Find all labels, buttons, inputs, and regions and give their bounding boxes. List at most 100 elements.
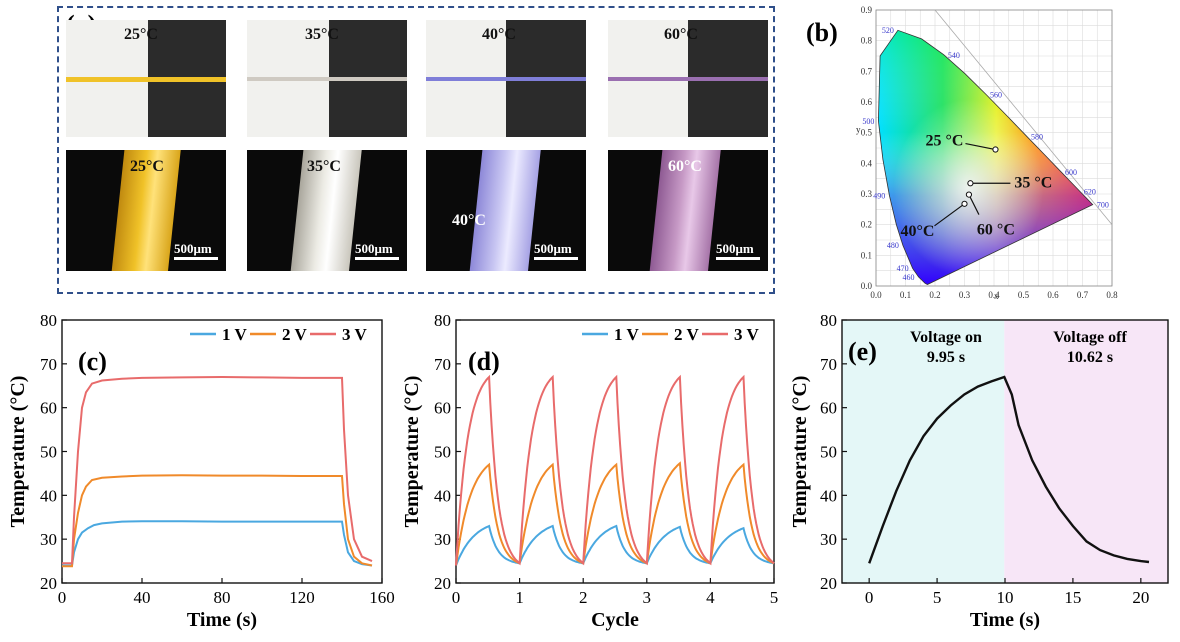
y-tick-label: 20 <box>434 574 451 593</box>
x-tick-label: 10 <box>997 588 1014 607</box>
voltage-on-label: Voltage on <box>910 329 982 346</box>
temp-label: 60°C <box>664 26 698 43</box>
x-axis-label: Time (s) <box>187 609 257 631</box>
x-tick-label: 5 <box>933 588 942 607</box>
x-tick-label: 4 <box>706 588 715 607</box>
x-tick-label: 120 <box>289 588 315 607</box>
y-tick-label: 70 <box>40 355 57 374</box>
y-tick-label: 0.7 <box>861 66 873 76</box>
x-tick-label: 0.3 <box>959 290 971 300</box>
scale-bar <box>174 257 218 260</box>
wavelength-label: 580 <box>1031 133 1043 142</box>
x-tick-label: 40 <box>134 588 151 607</box>
photo-bottom-25: 25°C 500μm <box>66 150 226 271</box>
photo-top-25: 25°C <box>66 20 226 137</box>
voltage-on-value: 9.95 s <box>927 349 965 366</box>
point-arrow <box>934 203 965 227</box>
legend-label: 2 V <box>282 325 307 344</box>
y-tick-label: 20 <box>40 574 57 593</box>
data-point <box>992 146 999 153</box>
y-tick-label: 80 <box>434 311 451 330</box>
wavelength-label: 470 <box>897 264 909 273</box>
x-tick-label: 20 <box>1132 588 1149 607</box>
voltage-off-label: Voltage off <box>1053 329 1127 346</box>
y-tick-label: 60 <box>820 399 837 418</box>
x-tick-label: 1 <box>515 588 524 607</box>
y-tick-label: 20 <box>820 574 837 593</box>
y-tick-label: 50 <box>434 443 451 462</box>
scale-bar <box>534 257 578 260</box>
series-line-2V <box>455 461 775 566</box>
y-axis-label: Temperature (°C) <box>7 376 29 528</box>
x-tick-label: 80 <box>214 588 231 607</box>
panel-label-b: (b) <box>806 18 838 47</box>
point-arrow <box>968 194 980 215</box>
series-line-1V <box>455 524 775 566</box>
point-label: 25 °C <box>925 133 963 150</box>
scale-bar <box>716 257 760 260</box>
wavelength-label: 460 <box>902 273 914 282</box>
temp-label: 40°C <box>482 26 516 43</box>
x-axis-label: Time (s) <box>970 609 1040 631</box>
scale-label: 500μm <box>355 241 393 256</box>
x-tick-label: 5 <box>770 588 779 607</box>
plot-frame <box>875 9 1113 287</box>
temp-label: 25°C <box>130 158 164 175</box>
photo-top-35: 35°C <box>247 20 407 137</box>
scale-label: 500μm <box>716 241 754 256</box>
x-tick-label: 160 <box>369 588 395 607</box>
legend-label: 1 V <box>614 325 639 344</box>
wavelength-label: 600 <box>1065 168 1077 177</box>
y-tick-label: 60 <box>40 399 57 418</box>
chart-e: 20 30 40 50 60 70 80 0 5 10 15 20 Time (s) Temperatur… <box>789 311 1169 631</box>
fiber-strand <box>608 77 768 81</box>
x-tick-label: 0 <box>58 588 67 607</box>
x-tick-label: 0.1 <box>900 290 911 300</box>
y-tick-label: 30 <box>40 530 57 549</box>
y-tick-label: 50 <box>40 443 57 462</box>
fiber-strand <box>66 77 226 82</box>
y-axis-label: y <box>856 125 861 135</box>
x-axis-label: Cycle <box>591 609 639 631</box>
chart-d: 20 30 40 50 60 70 80 0 1 2 3 4 5 Cycle Temperature (°C… <box>401 311 779 631</box>
y-axis-label: Temperature (°C) <box>789 376 811 528</box>
x-tick-label: 0 <box>452 588 461 607</box>
photo-top-60: 60°C <box>608 20 768 137</box>
y-axis-label: Temperature (°C) <box>401 376 423 528</box>
scale-bar <box>355 257 399 260</box>
scale-label: 500μm <box>174 241 212 256</box>
gamut-white <box>878 30 1093 285</box>
panel-a-frame <box>57 6 775 294</box>
point-label: 60 °C <box>977 222 1015 239</box>
temp-label: 35°C <box>307 158 341 175</box>
y-tick-label: 40 <box>434 486 451 505</box>
wavelength-label: 560 <box>990 91 1002 100</box>
series-line-2V <box>62 474 373 568</box>
y-tick-label: 30 <box>434 530 451 549</box>
panel-label-e: (e) <box>848 337 877 366</box>
y-tick-label: 0.5 <box>861 128 873 138</box>
y-tick-label: 0.3 <box>861 189 873 199</box>
wavelength-label: 500 <box>862 117 874 126</box>
x-tick-label: 0.5 <box>1018 290 1030 300</box>
x-axis-label: x <box>994 291 999 301</box>
photo-bottom-60: 60°C 500μm <box>608 150 768 271</box>
temp-label: 60°C <box>668 158 702 175</box>
scale-label: 500μm <box>534 241 572 256</box>
x-tick-label: 0.2 <box>929 290 940 300</box>
x-tick-label: 0.0 <box>870 290 882 300</box>
plot-frame <box>61 319 383 584</box>
x-tick-label: 0.8 <box>1106 290 1118 300</box>
photo-top-40: 40°C <box>426 20 586 137</box>
point-label: 35 °C <box>1014 174 1052 191</box>
wavelength-label: 700 <box>1097 201 1109 210</box>
y-tick-label: 50 <box>820 443 837 462</box>
y-tick-label: 0.8 <box>861 36 873 46</box>
y-tick-label: 70 <box>820 355 837 374</box>
x-tick-label: 3 <box>643 588 652 607</box>
voltage-on-region <box>842 320 1005 583</box>
wavelength-label: 620 <box>1084 188 1096 197</box>
point-label: 40°C <box>901 223 935 240</box>
voltage-off-region <box>1004 320 1168 583</box>
photo-bottom-40: 40°C 500μm <box>426 150 586 271</box>
